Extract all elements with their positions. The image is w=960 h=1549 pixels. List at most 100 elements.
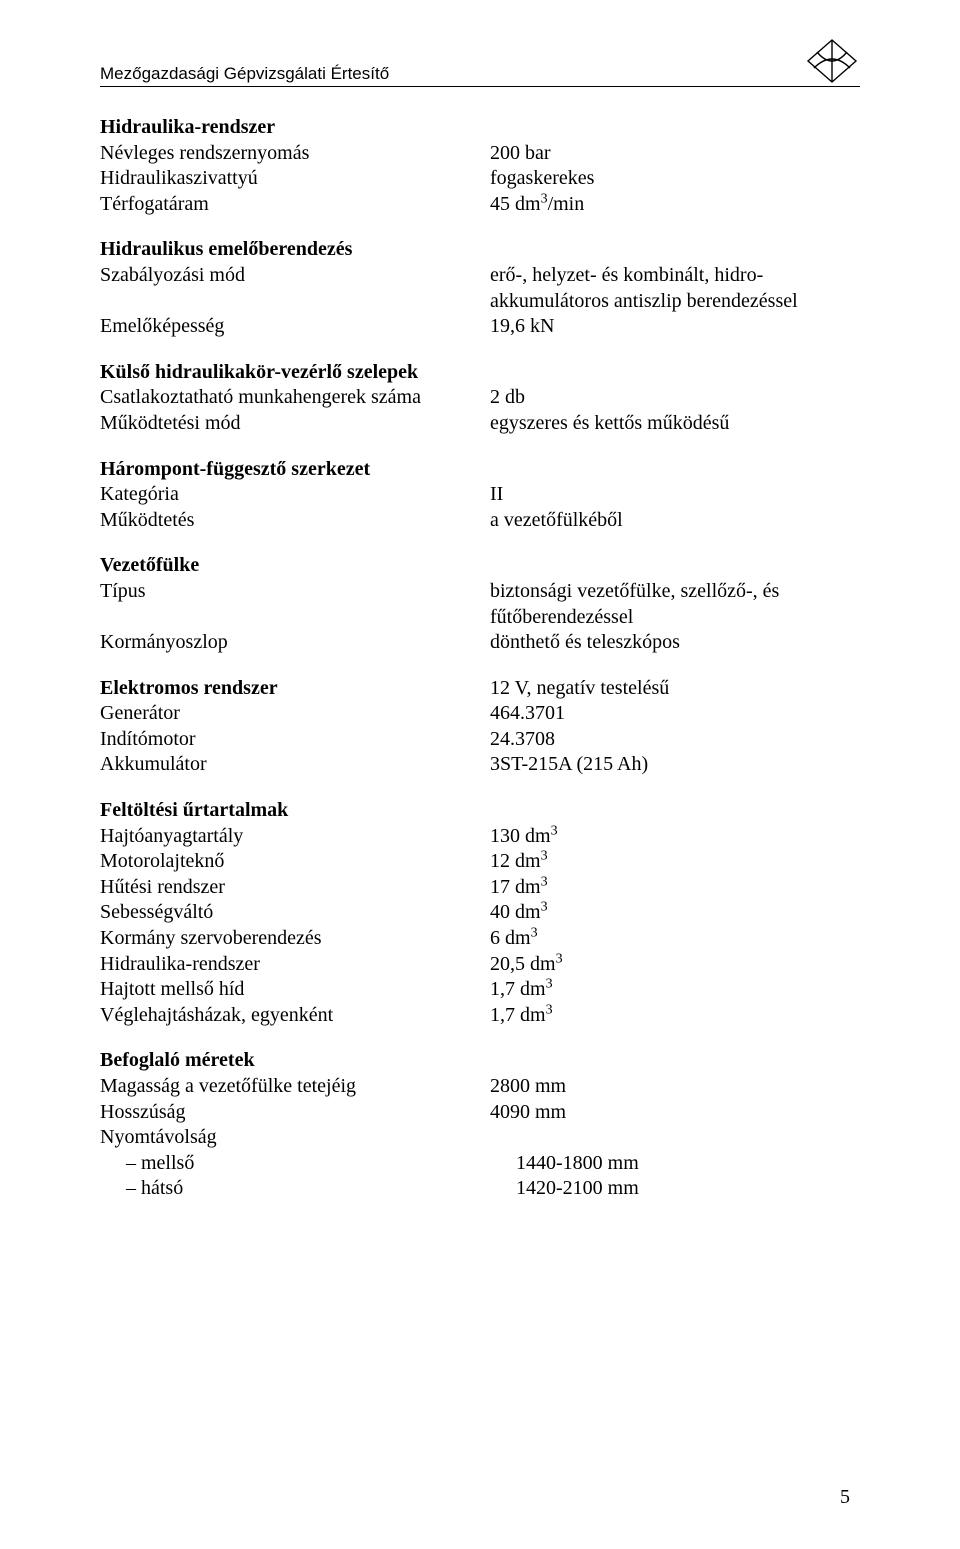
spec-value: 12 dm3	[490, 849, 860, 875]
spec-value: 1440-1800 mm	[516, 1151, 860, 1177]
spec-value: 2800 mm	[490, 1074, 860, 1100]
spec-row: Hűtési rendszer17 dm3	[100, 875, 860, 901]
section-external-valves: Külső hidraulikakör-vezérlő szelepek Csa…	[100, 360, 860, 437]
heading: Külső hidraulikakör-vezérlő szelepek	[100, 360, 490, 386]
spec-label: Nyomtávolság	[100, 1125, 490, 1151]
section-capacities: Feltöltési űrtartalmak Hajtóanyagtartály…	[100, 798, 860, 1028]
spec-label: Típus	[100, 579, 490, 630]
spec-value: 464.3701	[490, 701, 860, 727]
spec-value: 1,7 dm3	[490, 977, 860, 1003]
section-three-point: Hárompont-függesztő szerkezet Kategória …	[100, 457, 860, 534]
spec-value: 4090 mm	[490, 1100, 860, 1126]
spec-value: 3ST-215A (215 Ah)	[490, 752, 860, 778]
spec-value: 24.3708	[490, 727, 860, 753]
spec-label: Emelőképesség	[100, 314, 490, 340]
spec-label: Hosszúság	[100, 1100, 490, 1126]
spec-row: Akkumulátor 3ST-215A (215 Ah)	[100, 752, 860, 778]
spec-label: Hűtési rendszer	[100, 875, 490, 901]
spec-label: Hajtott mellső híd	[100, 977, 490, 1003]
spec-label: Motorolajteknő	[100, 849, 490, 875]
spec-label: Sebességváltó	[100, 900, 490, 926]
spec-label: Akkumulátor	[100, 752, 490, 778]
spec-value: biztonsági vezetőfülke, szellőző-, és fű…	[490, 579, 860, 630]
spec-value: 19,6 kN	[490, 314, 860, 340]
spec-value: II	[490, 482, 860, 508]
page-number: 5	[840, 1486, 850, 1509]
spec-label: Hajtóanyagtartály	[100, 824, 490, 850]
spec-value: 1,7 dm3	[490, 1003, 860, 1029]
header-title: Mezőgazdasági Gépvizsgálati Értesítő	[100, 64, 389, 84]
spec-label: Kategória	[100, 482, 490, 508]
spec-value: 200 bar	[490, 141, 860, 167]
heading: Hárompont-függesztő szerkezet	[100, 457, 490, 483]
spec-row: Kormány szervoberendezés6 dm3	[100, 926, 860, 952]
spec-row: Kormányoszlop dönthető és teleszkópos	[100, 630, 860, 656]
spec-row: Hajtott mellső híd1,7 dm3	[100, 977, 860, 1003]
spec-row: Névleges rendszernyomás 200 bar	[100, 141, 860, 167]
section-cab: Vezetőfülke Típus biztonsági vezetőfülke…	[100, 553, 860, 655]
spec-row: Térfogatáram 45 dm3/min	[100, 192, 860, 218]
spec-row: Hidraulikaszivattyú fogaskerekes	[100, 166, 860, 192]
spec-value: 1420-2100 mm	[516, 1176, 860, 1202]
heading: Elektromos rendszer	[100, 676, 490, 702]
spec-value: dönthető és teleszkópos	[490, 630, 860, 656]
spec-value: a vezetőfülkéből	[490, 508, 860, 534]
spec-row: Generátor 464.3701	[100, 701, 860, 727]
spec-label: Hidraulikaszivattyú	[100, 166, 490, 192]
logo-icon	[804, 38, 860, 84]
heading: Hidraulika-rendszer	[100, 115, 490, 141]
section-hydraulic: Hidraulika-rendszer Névleges rendszernyo…	[100, 115, 860, 217]
spec-row: Hidraulika-rendszer20,5 dm3	[100, 952, 860, 978]
spec-label: Kormányoszlop	[100, 630, 490, 656]
section-dimensions: Befoglaló méretek Magasság a vezetőfülke…	[100, 1048, 860, 1202]
spec-value: erő-, helyzet- és kombinált, hidro- akku…	[490, 263, 860, 314]
spec-row: Működtetési mód egyszeres és kettős műkö…	[100, 411, 860, 437]
section-electrical: Elektromos rendszer 12 V, negatív testel…	[100, 676, 860, 778]
spec-row: Motorolajteknő12 dm3	[100, 849, 860, 875]
spec-row: Sebességváltó40 dm3	[100, 900, 860, 926]
heading: Feltöltési űrtartalmak	[100, 798, 490, 824]
spec-row: Indítómotor 24.3708	[100, 727, 860, 753]
spec-row: – mellső1440-1800 mm	[100, 1151, 860, 1177]
section-lifting: Hidraulikus emelőberendezés Szabályozási…	[100, 237, 860, 339]
heading: Vezetőfülke	[100, 553, 490, 579]
spec-value: 12 V, negatív testelésű	[490, 676, 860, 702]
spec-label: Véglehajtásházak, egyenként	[100, 1003, 490, 1029]
spec-label: – mellső	[100, 1151, 516, 1177]
spec-value: 17 dm3	[490, 875, 860, 901]
spec-label: Magasság a vezetőfülke tetejéig	[100, 1074, 490, 1100]
spec-value: fogaskerekes	[490, 166, 860, 192]
spec-row: Véglehajtásházak, egyenként1,7 dm3	[100, 1003, 860, 1029]
page: Mezőgazdasági Gépvizsgálati Értesítő Hid…	[0, 0, 960, 1549]
spec-row: Működtetés a vezetőfülkéből	[100, 508, 860, 534]
spec-label: Kormány szervoberendezés	[100, 926, 490, 952]
spec-row: Emelőképesség 19,6 kN	[100, 314, 860, 340]
spec-value	[490, 1125, 860, 1151]
spec-label: Hidraulika-rendszer	[100, 952, 490, 978]
spec-row: Magasság a vezetőfülke tetejéig2800 mm	[100, 1074, 860, 1100]
spec-label: Szabályozási mód	[100, 263, 490, 314]
spec-label: Térfogatáram	[100, 192, 490, 218]
spec-row: – hátsó1420-2100 mm	[100, 1176, 860, 1202]
page-header: Mezőgazdasági Gépvizsgálati Értesítő	[100, 38, 860, 87]
spec-value: 2 db	[490, 385, 860, 411]
spec-row: Hosszúság4090 mm	[100, 1100, 860, 1126]
heading: Hidraulikus emelőberendezés	[100, 237, 490, 263]
spec-row: Kategória II	[100, 482, 860, 508]
spec-value: 6 dm3	[490, 926, 860, 952]
spec-value: 20,5 dm3	[490, 952, 860, 978]
spec-row: Csatlakoztatható munkahengerek száma 2 d…	[100, 385, 860, 411]
spec-value: 130 dm3	[490, 824, 860, 850]
heading: Befoglaló méretek	[100, 1048, 490, 1074]
spec-row: Szabályozási mód erő-, helyzet- és kombi…	[100, 263, 860, 314]
spec-label: Indítómotor	[100, 727, 490, 753]
spec-label: Generátor	[100, 701, 490, 727]
spec-label: Működtetés	[100, 508, 490, 534]
spec-row: Hajtóanyagtartály130 dm3	[100, 824, 860, 850]
spec-value: egyszeres és kettős működésű	[490, 411, 860, 437]
spec-label: Működtetési mód	[100, 411, 490, 437]
spec-label: – hátsó	[100, 1176, 516, 1202]
spec-row: Elektromos rendszer 12 V, negatív testel…	[100, 676, 860, 702]
spec-value: 40 dm3	[490, 900, 860, 926]
spec-value: 45 dm3/min	[490, 192, 860, 218]
